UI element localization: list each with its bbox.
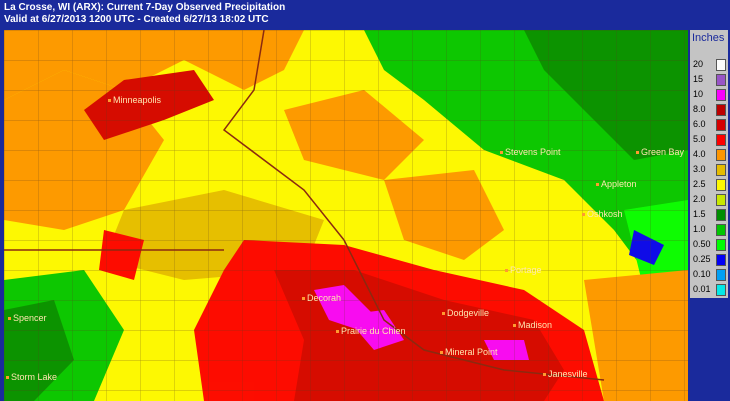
legend-row: 2.5: [692, 178, 726, 192]
legend-row: 6.0: [692, 118, 726, 132]
legend-title: Inches: [692, 32, 725, 44]
city-label: Minneapolis: [108, 95, 161, 105]
legend-label: 10: [693, 89, 704, 99]
legend: Inches 20 15 10 8.0 6.0 5.0 4.0 3.0 2.5 2.0 1.5 1.0…: [690, 30, 728, 298]
legend-swatch: [716, 164, 726, 176]
legend-row: 15: [692, 73, 726, 87]
legend-swatch: [716, 74, 726, 86]
city-label: Decorah: [302, 293, 341, 303]
legend-row: 8.0: [692, 103, 726, 117]
legend-swatch: [716, 254, 726, 266]
city-label: Appleton: [596, 179, 637, 189]
legend-label: 0.25: [693, 254, 711, 264]
legend-row: 4.0: [692, 148, 726, 162]
legend-label: 0.01: [693, 284, 711, 294]
legend-swatch: [716, 179, 726, 191]
legend-label: 8.0: [693, 104, 706, 114]
city-label: Storm Lake: [6, 372, 57, 382]
legend-swatch: [716, 104, 726, 116]
precip-map: [4, 30, 688, 401]
legend-label: 2.5: [693, 179, 706, 189]
city-label: Mineral Point: [440, 347, 498, 357]
city-label: Portage: [505, 265, 542, 275]
legend-swatch: [716, 269, 726, 281]
city-label: Janesville: [543, 369, 588, 379]
legend-row: 0.50: [692, 238, 726, 252]
legend-row: 10: [692, 88, 726, 102]
legend-label: 0.10: [693, 269, 711, 279]
legend-label: 20: [693, 59, 704, 69]
legend-row: 1.5: [692, 208, 726, 222]
city-label: Dodgeville: [442, 308, 489, 318]
legend-label: 1.0: [693, 224, 706, 234]
legend-row: 20: [692, 58, 726, 72]
legend-label: 1.5: [693, 209, 706, 219]
legend-label: 2.0: [693, 194, 706, 204]
subtitle: Valid at 6/27/2013 1200 UTC - Created 6/…: [4, 14, 269, 25]
legend-swatch: [716, 134, 726, 146]
legend-swatch: [716, 59, 726, 71]
legend-label: 6.0: [693, 119, 706, 129]
legend-swatch: [716, 194, 726, 206]
legend-label: 0.50: [693, 239, 711, 249]
legend-swatch: [716, 89, 726, 101]
legend-row: 0.01: [692, 283, 726, 297]
legend-swatch: [716, 119, 726, 131]
legend-row: 2.0: [692, 193, 726, 207]
city-label: Green Bay: [636, 147, 684, 157]
legend-label: 4.0: [693, 149, 706, 159]
legend-label: 15: [693, 74, 704, 84]
legend-swatch: [716, 284, 726, 296]
city-label: Oshkosh: [582, 209, 623, 219]
legend-row: 5.0: [692, 133, 726, 147]
legend-row: 1.0: [692, 223, 726, 237]
legend-label: 3.0: [693, 164, 706, 174]
legend-swatch: [716, 149, 726, 161]
legend-row: 3.0: [692, 163, 726, 177]
city-label: Spencer: [8, 313, 47, 323]
title: La Crosse, WI (ARX): Current 7-Day Obser…: [4, 2, 286, 13]
legend-swatch: [716, 209, 726, 221]
city-label: Prairie du Chien: [336, 326, 406, 336]
legend-row: 0.10: [692, 268, 726, 282]
legend-swatch: [716, 239, 726, 251]
city-label: Stevens Point: [500, 147, 561, 157]
city-label: Madison: [513, 320, 552, 330]
legend-swatch: [716, 224, 726, 236]
legend-label: 5.0: [693, 134, 706, 144]
legend-row: 0.25: [692, 253, 726, 267]
